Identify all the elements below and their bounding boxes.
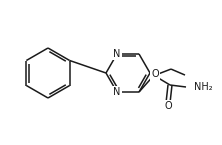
Text: NH₂: NH₂ bbox=[194, 82, 213, 92]
Text: O: O bbox=[151, 69, 159, 79]
Text: O: O bbox=[164, 101, 172, 111]
Text: N: N bbox=[113, 49, 121, 59]
Text: N: N bbox=[113, 87, 121, 97]
